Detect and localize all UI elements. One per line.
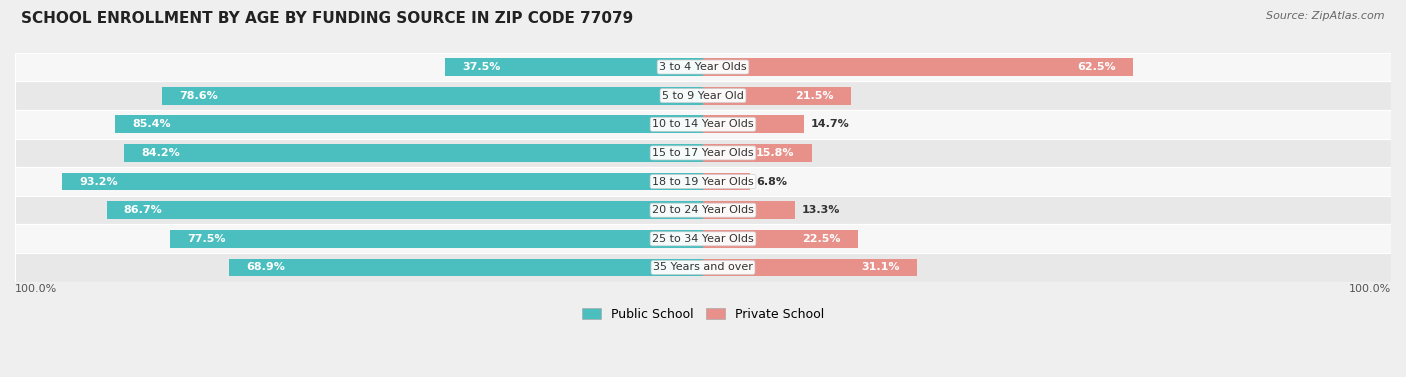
Bar <box>703 259 917 276</box>
Bar <box>703 115 804 133</box>
Bar <box>15 81 1391 110</box>
Bar <box>107 201 703 219</box>
Bar <box>115 115 703 133</box>
Text: 22.5%: 22.5% <box>801 234 841 244</box>
Text: 10 to 14 Year Olds: 10 to 14 Year Olds <box>652 119 754 129</box>
Bar <box>15 167 1391 196</box>
Bar <box>703 144 811 162</box>
Text: 100.0%: 100.0% <box>15 284 58 294</box>
Bar <box>703 230 858 248</box>
Text: 78.6%: 78.6% <box>180 90 218 101</box>
Text: 100.0%: 100.0% <box>1348 284 1391 294</box>
Text: 15.8%: 15.8% <box>756 148 794 158</box>
Text: 85.4%: 85.4% <box>132 119 172 129</box>
Text: 37.5%: 37.5% <box>463 62 501 72</box>
Bar <box>229 259 703 276</box>
Text: 6.8%: 6.8% <box>756 176 787 187</box>
Text: Source: ZipAtlas.com: Source: ZipAtlas.com <box>1267 11 1385 21</box>
Text: 5 to 9 Year Old: 5 to 9 Year Old <box>662 90 744 101</box>
Text: 84.2%: 84.2% <box>141 148 180 158</box>
Bar <box>15 253 1391 282</box>
Bar <box>162 87 703 104</box>
Bar <box>15 53 1391 81</box>
Text: 86.7%: 86.7% <box>124 205 163 215</box>
Bar <box>170 230 703 248</box>
Bar <box>15 110 1391 139</box>
Text: 35 Years and over: 35 Years and over <box>652 262 754 273</box>
Text: 13.3%: 13.3% <box>801 205 839 215</box>
Text: 21.5%: 21.5% <box>796 90 834 101</box>
Text: 25 to 34 Year Olds: 25 to 34 Year Olds <box>652 234 754 244</box>
Text: 15 to 17 Year Olds: 15 to 17 Year Olds <box>652 148 754 158</box>
Bar <box>15 139 1391 167</box>
Bar <box>15 196 1391 224</box>
Bar <box>703 87 851 104</box>
Text: 68.9%: 68.9% <box>246 262 285 273</box>
Text: 14.7%: 14.7% <box>811 119 849 129</box>
Text: 77.5%: 77.5% <box>187 234 225 244</box>
Legend: Public School, Private School: Public School, Private School <box>576 303 830 326</box>
Text: 3 to 4 Year Olds: 3 to 4 Year Olds <box>659 62 747 72</box>
Text: 93.2%: 93.2% <box>79 176 118 187</box>
Text: 20 to 24 Year Olds: 20 to 24 Year Olds <box>652 205 754 215</box>
Bar <box>703 58 1133 76</box>
Text: 62.5%: 62.5% <box>1077 62 1116 72</box>
Bar <box>703 201 794 219</box>
Bar <box>703 173 749 190</box>
Text: 31.1%: 31.1% <box>862 262 900 273</box>
Text: SCHOOL ENROLLMENT BY AGE BY FUNDING SOURCE IN ZIP CODE 77079: SCHOOL ENROLLMENT BY AGE BY FUNDING SOUR… <box>21 11 633 26</box>
Bar <box>446 58 703 76</box>
Bar <box>62 173 703 190</box>
Bar <box>15 224 1391 253</box>
Bar <box>124 144 703 162</box>
Text: 18 to 19 Year Olds: 18 to 19 Year Olds <box>652 176 754 187</box>
